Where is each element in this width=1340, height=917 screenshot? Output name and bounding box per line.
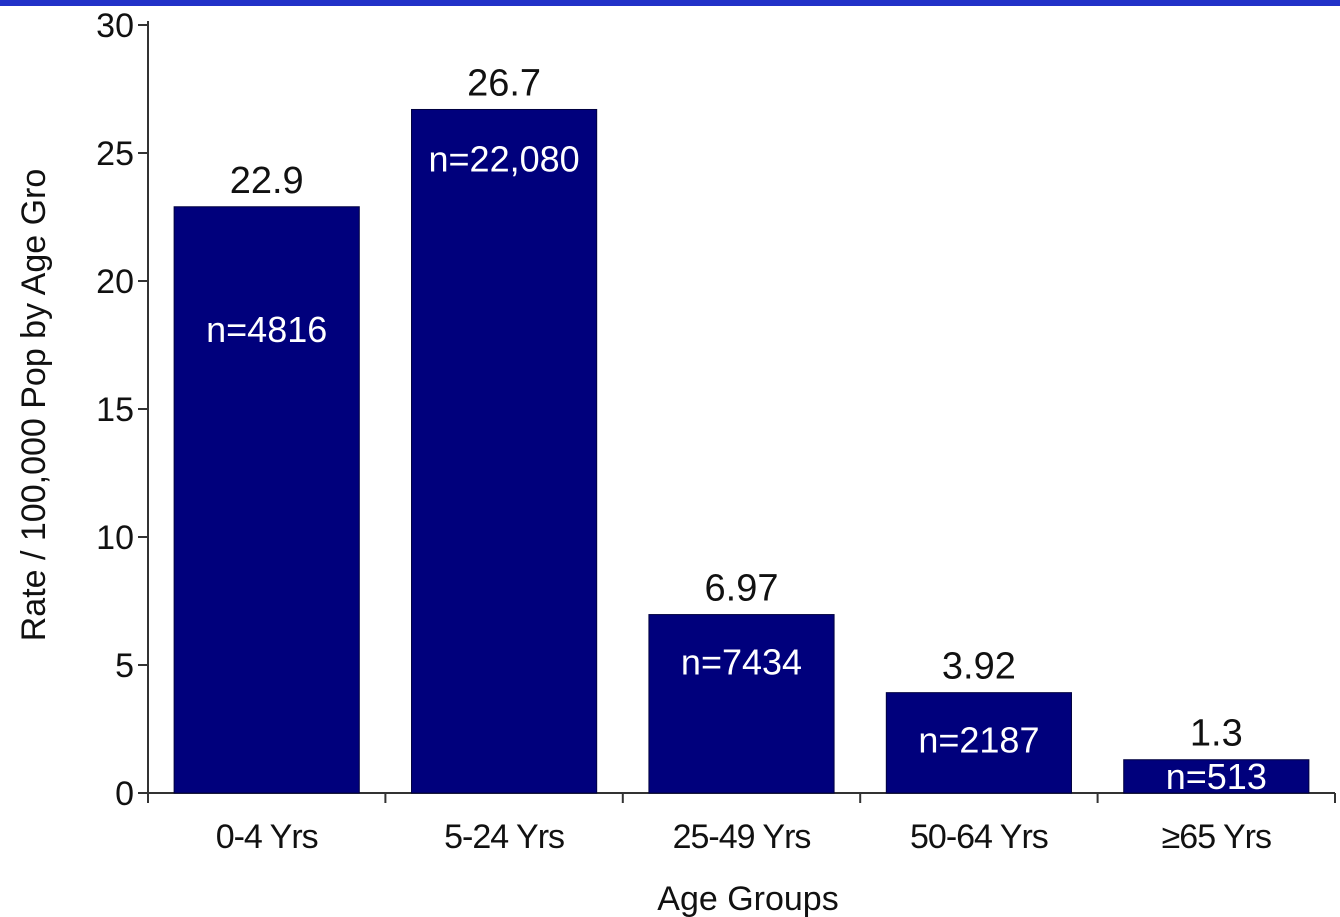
bar	[885, 692, 1072, 794]
y-tick-label: 10	[96, 519, 134, 557]
x-category-label: 5-24 Yrs	[444, 818, 564, 856]
y-tick-label: 0	[115, 775, 134, 813]
bar	[173, 206, 360, 794]
bar-value-label: 26.7	[467, 62, 541, 104]
bar-value-label: 1.3	[1190, 713, 1243, 755]
y-axis: 0 5 10 15 20 25 30	[96, 7, 149, 813]
y-tick-label: 20	[96, 263, 134, 301]
bars	[173, 108, 1310, 794]
x-category-label: 50-64 Yrs	[910, 818, 1048, 856]
y-tick-label: 5	[115, 647, 134, 685]
bar-value-label: 22.9	[230, 160, 304, 202]
bar-count-label: n=4816	[206, 309, 327, 350]
bar-value-label: 3.92	[942, 646, 1016, 688]
bar-count-label: n=2187	[918, 720, 1039, 761]
bar-count-label: n=513	[1166, 756, 1267, 797]
bar	[1123, 759, 1310, 794]
y-tick-label: 15	[96, 391, 134, 429]
bar	[411, 108, 598, 794]
x-axis: 0-4 Yrs 5-24 Yrs 25-49 Yrs 50-64 Yrs ≥65 Yrs	[147, 792, 1336, 856]
bar	[648, 614, 835, 794]
top-banner-stripe	[0, 0, 1340, 6]
data-labels: 22.9 n=4816 26.7 n=22,080 6.97 n=7434 3.92 n=21…	[206, 62, 1267, 797]
y-tick-label: 30	[96, 7, 134, 45]
y-axis-title: Rate / 100,000 Pop by Age Gro	[15, 169, 53, 642]
y-tick-label: 25	[96, 135, 134, 173]
bar-value-label: 6.97	[705, 568, 779, 610]
x-category-label: 0-4 Yrs	[216, 818, 318, 856]
bar-count-label: n=22,080	[429, 138, 580, 179]
x-category-label: ≥65 Yrs	[1162, 818, 1271, 856]
x-axis-title: Age Groups	[657, 880, 838, 917]
x-category-label: 25-49 Yrs	[673, 818, 811, 856]
bar-count-label: n=7434	[681, 642, 802, 683]
